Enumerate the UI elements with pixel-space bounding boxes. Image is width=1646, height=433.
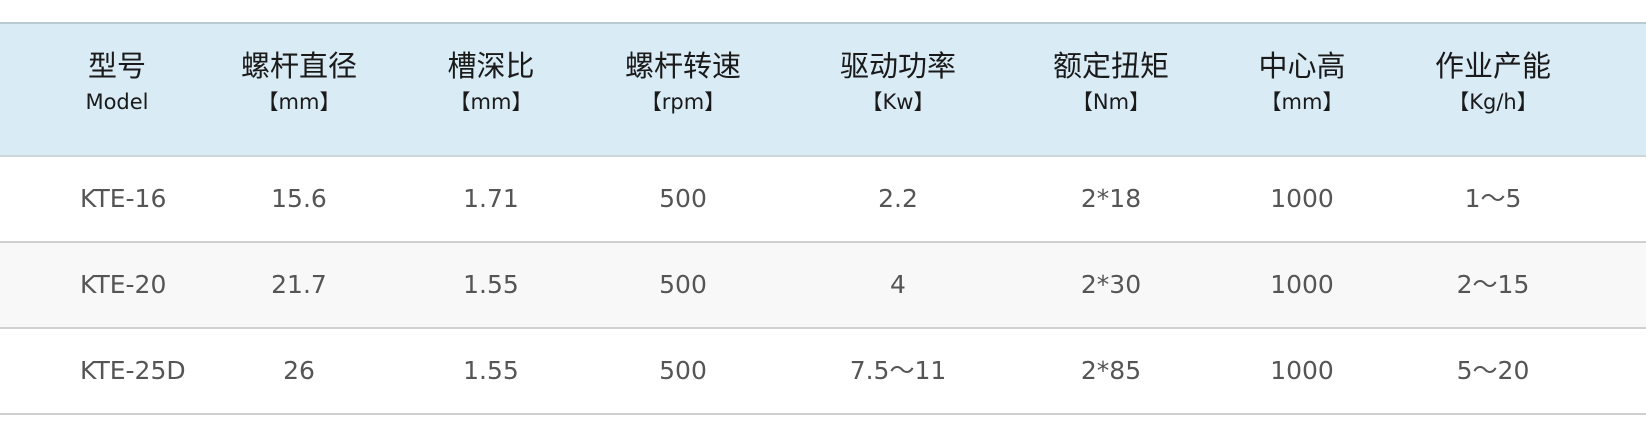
table-cell: 1.55 [463,356,519,385]
header-cell: 额定扭矩【Nm】 [1001,46,1221,118]
table-cell: 26 [283,356,315,385]
header-unit: 【mm】 [1260,90,1344,114]
spec-table: 型号 Model 螺杆直径 【mm】 槽深比 【mm】 螺杆转速 【rpm】 驱动功率 【Kw】额… [0,22,1646,415]
header-unit: 【Kw】 [861,90,935,114]
table-row: KTE-20 21.7 1.55 500 4 2*30 1000 2～15 [0,243,1646,329]
header-title: 螺杆转速 [624,49,741,83]
table-cell: 500 [659,184,707,213]
table-cell: 1～5 [1464,184,1522,213]
header-unit: Model [85,90,149,114]
table-cell: 1000 [1270,184,1334,213]
table-cell: 500 [659,270,707,299]
table-cell: 4 [890,270,906,299]
table-cell: 15.6 [271,184,327,213]
table-cell: 2*85 [1080,356,1142,385]
table-cell: 1000 [1270,270,1334,299]
table-cell: 1000 [1270,356,1334,385]
header-title: 驱动功率 [839,49,956,83]
table-cell: 5～20 [1456,356,1530,385]
table-row: KTE-25D 26 1.55 500 7.5～11 2*85 1000 5～20 [0,329,1646,415]
header-title: 额定扭矩 [1052,49,1169,83]
table-header: 型号 Model 螺杆直径 【mm】 槽深比 【mm】 螺杆转速 【rpm】 驱动功率 【Kw】额… [0,22,1646,157]
header-cell: 作业产能【Kg/h】 [1383,46,1603,118]
table-cell: 2*30 [1080,270,1142,299]
header-cell: 螺杆转速【rpm】 [573,46,793,118]
header-unit: 【mm】 [257,90,341,114]
header-cell: 中心高【mm】 [1192,46,1412,118]
table-cell: KTE-20 [80,270,167,299]
header-unit: 【Nm】 [1071,90,1151,114]
header-unit: 【Kg/h】 [1448,90,1538,114]
header-cell: 螺杆直径【mm】 [189,46,409,118]
table-cell: 21.7 [271,270,327,299]
table-cell: 1.55 [463,270,519,299]
header-title: 型号 [87,49,146,83]
header-cell: 槽深比【mm】 [381,46,601,118]
table-cell: 500 [659,356,707,385]
header-unit: 【mm】 [449,90,533,114]
table-cell: 2.2 [878,184,918,213]
header-cell: 型号 Model [72,46,162,118]
header-title: 作业产能 [1434,49,1551,83]
table-cell: 1.71 [463,184,519,213]
table-cell: KTE-25D [80,356,186,385]
table-cell: 2*18 [1080,184,1142,213]
header-cell: 驱动功率【Kw】 [788,46,1008,118]
table-cell: KTE-16 [80,184,167,213]
table-cell: 7.5～11 [849,356,947,385]
table-row: KTE-16 15.6 1.71 500 2.2 2*18 1000 1～5 [0,157,1646,243]
header-title: 螺杆直径 [240,49,357,83]
header-unit: 【rpm】 [640,90,726,114]
table-cell: 2～15 [1456,270,1530,299]
header-title: 中心高 [1258,49,1346,83]
header-title: 槽深比 [447,49,535,83]
